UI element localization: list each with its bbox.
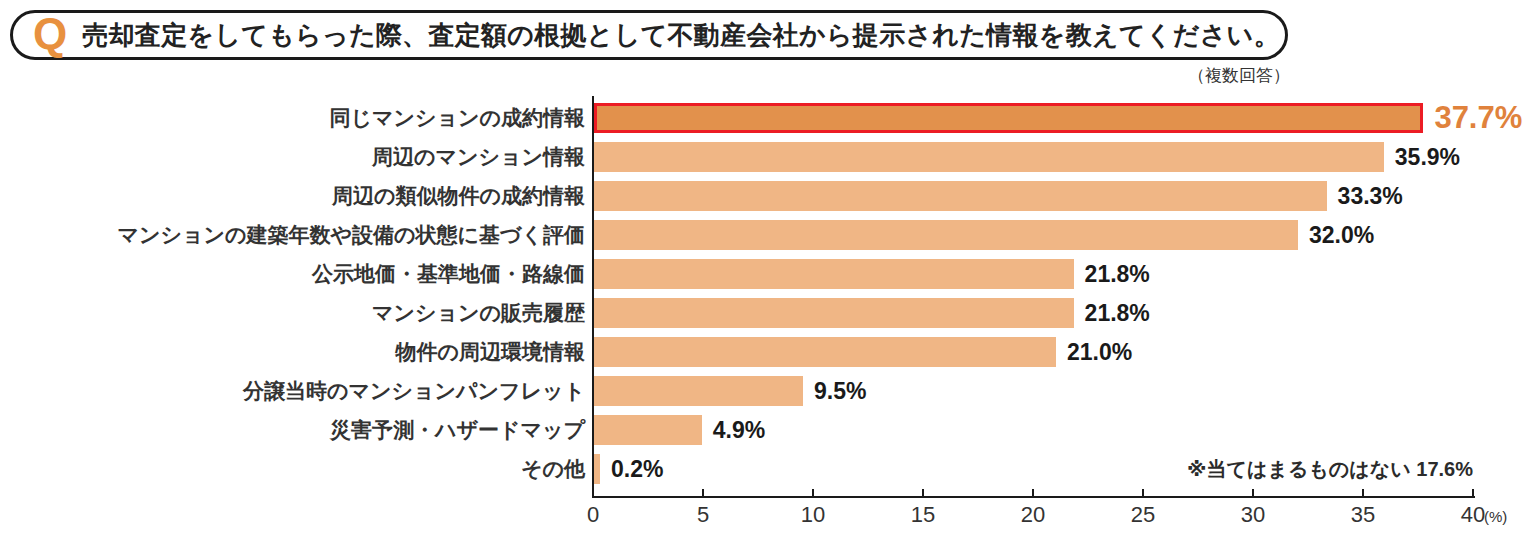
value-label: 21.0%	[1067, 337, 1132, 367]
x-tick-mark	[1252, 489, 1254, 496]
category-label: 物件の周辺環境情報	[0, 337, 585, 367]
x-tick-label: 5	[673, 502, 733, 528]
category-label: マンションの販売履歴	[0, 298, 585, 328]
value-label: 21.8%	[1085, 298, 1150, 328]
x-tick-mark	[1142, 489, 1144, 496]
category-label: マンションの建築年数や設備の状態に基づく評価	[0, 220, 585, 250]
category-label: その他	[0, 454, 585, 484]
value-label: 0.2%	[611, 454, 663, 484]
x-axis-unit: (%)	[1484, 508, 1507, 525]
x-tick-mark	[702, 489, 704, 496]
value-label: 35.9%	[1395, 142, 1460, 172]
x-tick-label: 10	[783, 502, 843, 528]
bar	[594, 220, 1298, 250]
category-label: 周辺の類似物件の成約情報	[0, 181, 585, 211]
x-axis-line	[592, 496, 1475, 498]
bar	[594, 298, 1074, 328]
category-label: 災害予測・ハザードマップ	[0, 415, 585, 445]
category-label: 分譲当時のマンションパンフレット	[0, 376, 585, 406]
category-label: 同じマンションの成約情報	[0, 103, 585, 133]
bar	[594, 415, 702, 445]
x-tick-mark	[1032, 489, 1034, 496]
value-label: 21.8%	[1085, 259, 1150, 289]
multiple-answers-note: （複数回答）	[1188, 64, 1290, 87]
bar	[594, 181, 1327, 211]
y-axis-line	[592, 96, 594, 498]
value-label: 33.3%	[1338, 181, 1403, 211]
bar	[594, 142, 1384, 172]
x-tick-label: 25	[1113, 502, 1173, 528]
question-box: Q 売却査定をしてもらった際、査定額の根拠として不動産会社から提示された情報を教…	[10, 10, 1288, 60]
x-tick-mark	[922, 489, 924, 496]
bar	[594, 259, 1074, 289]
x-tick-label: 35	[1333, 502, 1393, 528]
category-label: 公示地価・基準地価・路線価	[0, 259, 585, 289]
x-tick-mark	[812, 489, 814, 496]
value-label: 32.0%	[1309, 220, 1374, 250]
x-tick-mark	[1472, 489, 1474, 496]
category-label: 周辺のマンション情報	[0, 142, 585, 172]
value-label: 4.9%	[713, 415, 765, 445]
bar	[594, 376, 803, 406]
bar	[594, 337, 1056, 367]
x-tick-label: 30	[1223, 502, 1283, 528]
value-label: 37.7%	[1434, 103, 1522, 133]
x-tick-mark	[1362, 489, 1364, 496]
q-icon: Q	[33, 14, 67, 54]
x-tick-label: 20	[1003, 502, 1063, 528]
footnote: ※当てはまるものはない 17.6%	[1187, 456, 1473, 483]
bar-highlighted	[594, 103, 1423, 133]
bar	[594, 454, 600, 484]
question-text: 売却査定をしてもらった際、査定額の根拠として不動産会社から提示された情報を教えて…	[82, 18, 1280, 53]
x-tick-label: 0	[563, 502, 623, 528]
x-tick-label: 15	[893, 502, 953, 528]
value-label: 9.5%	[814, 376, 866, 406]
survey-chart-page: Q 売却査定をしてもらった際、査定額の根拠として不動産会社から提示された情報を教…	[0, 0, 1528, 538]
